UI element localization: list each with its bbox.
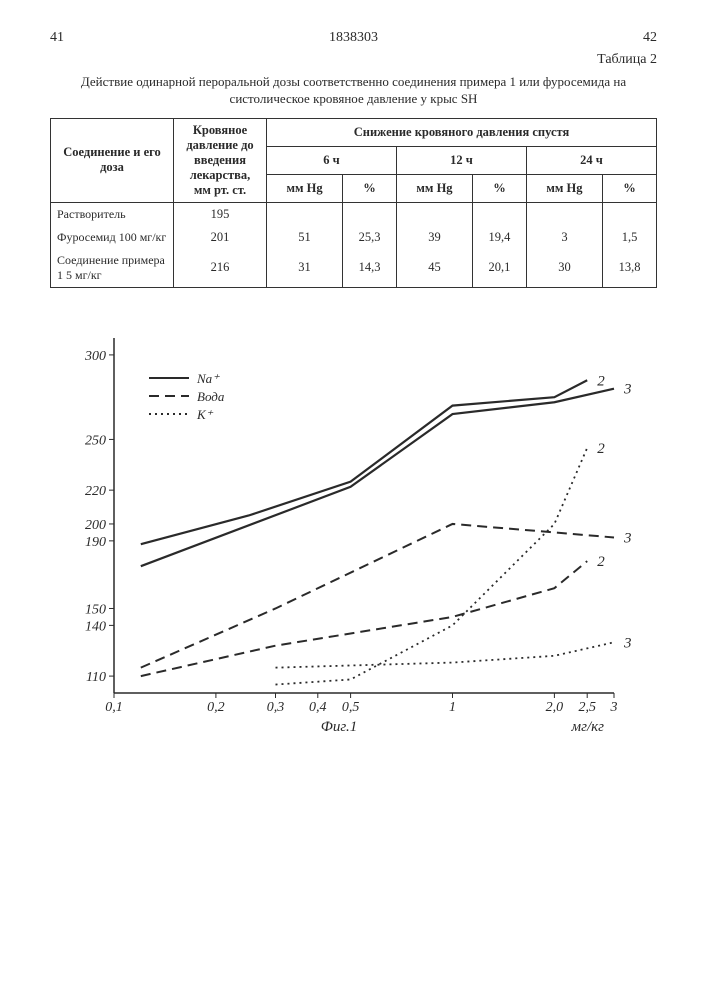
cell-v: 1,5 [603, 226, 657, 249]
svg-text:1: 1 [448, 700, 455, 715]
svg-text:110: 110 [86, 670, 106, 685]
col-6h-mm: мм Hg [267, 174, 343, 202]
svg-text:0,3: 0,3 [266, 700, 284, 715]
cell-v: 45 [396, 249, 472, 288]
cell-v: 51 [267, 226, 343, 249]
cell-bp: 216 [174, 249, 267, 288]
data-table: Соединение и его доза Кровяное давление … [50, 118, 657, 288]
svg-text:2: 2 [597, 373, 605, 389]
svg-text:K⁺: K⁺ [196, 407, 214, 422]
line-chart: 110 140 150 190 200 220 250 300 0,1 0,2 0,3 0,4 0,5 1… [54, 318, 654, 738]
cell-bp: 195 [174, 202, 267, 226]
svg-text:190: 190 [85, 535, 106, 550]
svg-text:2,0: 2,0 [545, 700, 563, 715]
table-label: Таблица 2 [50, 52, 657, 68]
col-24h: 24 ч [526, 146, 656, 174]
svg-text:3: 3 [609, 700, 617, 715]
col-12h-mm: мм Hg [396, 174, 472, 202]
col-12h-pct: % [473, 174, 527, 202]
svg-text:0,5: 0,5 [341, 700, 359, 715]
col-12h: 12 ч [396, 146, 526, 174]
page-center: 1838303 [329, 30, 378, 46]
svg-text:0,2: 0,2 [207, 700, 225, 715]
svg-text:мг/кг: мг/кг [570, 719, 604, 735]
svg-text:220: 220 [85, 484, 106, 499]
col-6h-pct: % [343, 174, 397, 202]
cell-v: 19,4 [473, 226, 527, 249]
svg-text:2: 2 [597, 441, 605, 457]
svg-text:3: 3 [623, 530, 632, 546]
col-24h-pct: % [603, 174, 657, 202]
svg-text:300: 300 [84, 349, 106, 364]
chart-figure: 110 140 150 190 200 220 250 300 0,1 0,2 0,3 0,4 0,5 1… [54, 318, 654, 738]
cell-label: Растворитель [51, 202, 174, 226]
page-right: 42 [643, 30, 657, 46]
cell-v: 3 [526, 226, 602, 249]
svg-text:0,1: 0,1 [105, 700, 123, 715]
cell-v: 39 [396, 226, 472, 249]
table-row: Растворитель 195 [51, 202, 657, 226]
page-header: 41 1838303 42 [50, 30, 657, 46]
cell-v: 30 [526, 249, 602, 288]
svg-text:3: 3 [623, 381, 632, 397]
col-group: Снижение кровяного давления спустя [267, 118, 657, 146]
cell-v: 31 [267, 249, 343, 288]
table-row: Соединение примера 1 5 мг/кг 216 31 14,3… [51, 249, 657, 288]
svg-text:Na⁺: Na⁺ [196, 371, 220, 386]
col-6h: 6 ч [267, 146, 397, 174]
cell-label: Фуросемид 100 мг/кг [51, 226, 174, 249]
cell-v: 14,3 [343, 249, 397, 288]
cell-v: 20,1 [473, 249, 527, 288]
page-left: 41 [50, 30, 64, 46]
cell-bp: 201 [174, 226, 267, 249]
svg-text:Вода: Вода [197, 389, 225, 404]
svg-text:250: 250 [85, 433, 106, 448]
table-row: Фуросемид 100 мг/кг 201 51 25,3 39 19,4 … [51, 226, 657, 249]
table-caption: Действие одинарной пероральной дозы соот… [50, 74, 657, 108]
svg-text:0,4: 0,4 [309, 700, 327, 715]
svg-text:140: 140 [85, 619, 106, 634]
cell-v: 25,3 [343, 226, 397, 249]
cell-v: 13,8 [603, 249, 657, 288]
col-24h-mm: мм Hg [526, 174, 602, 202]
col-bp: Кровяное давление до введения лекарства,… [174, 118, 267, 202]
svg-text:2: 2 [597, 554, 605, 570]
svg-text:Фиг.1: Фиг.1 [320, 719, 356, 735]
cell-label: Соединение примера 1 5 мг/кг [51, 249, 174, 288]
svg-text:150: 150 [85, 602, 106, 617]
svg-text:200: 200 [85, 518, 106, 533]
svg-text:3: 3 [623, 635, 632, 651]
svg-text:2,5: 2,5 [578, 700, 596, 715]
col-compound: Соединение и его доза [51, 118, 174, 202]
